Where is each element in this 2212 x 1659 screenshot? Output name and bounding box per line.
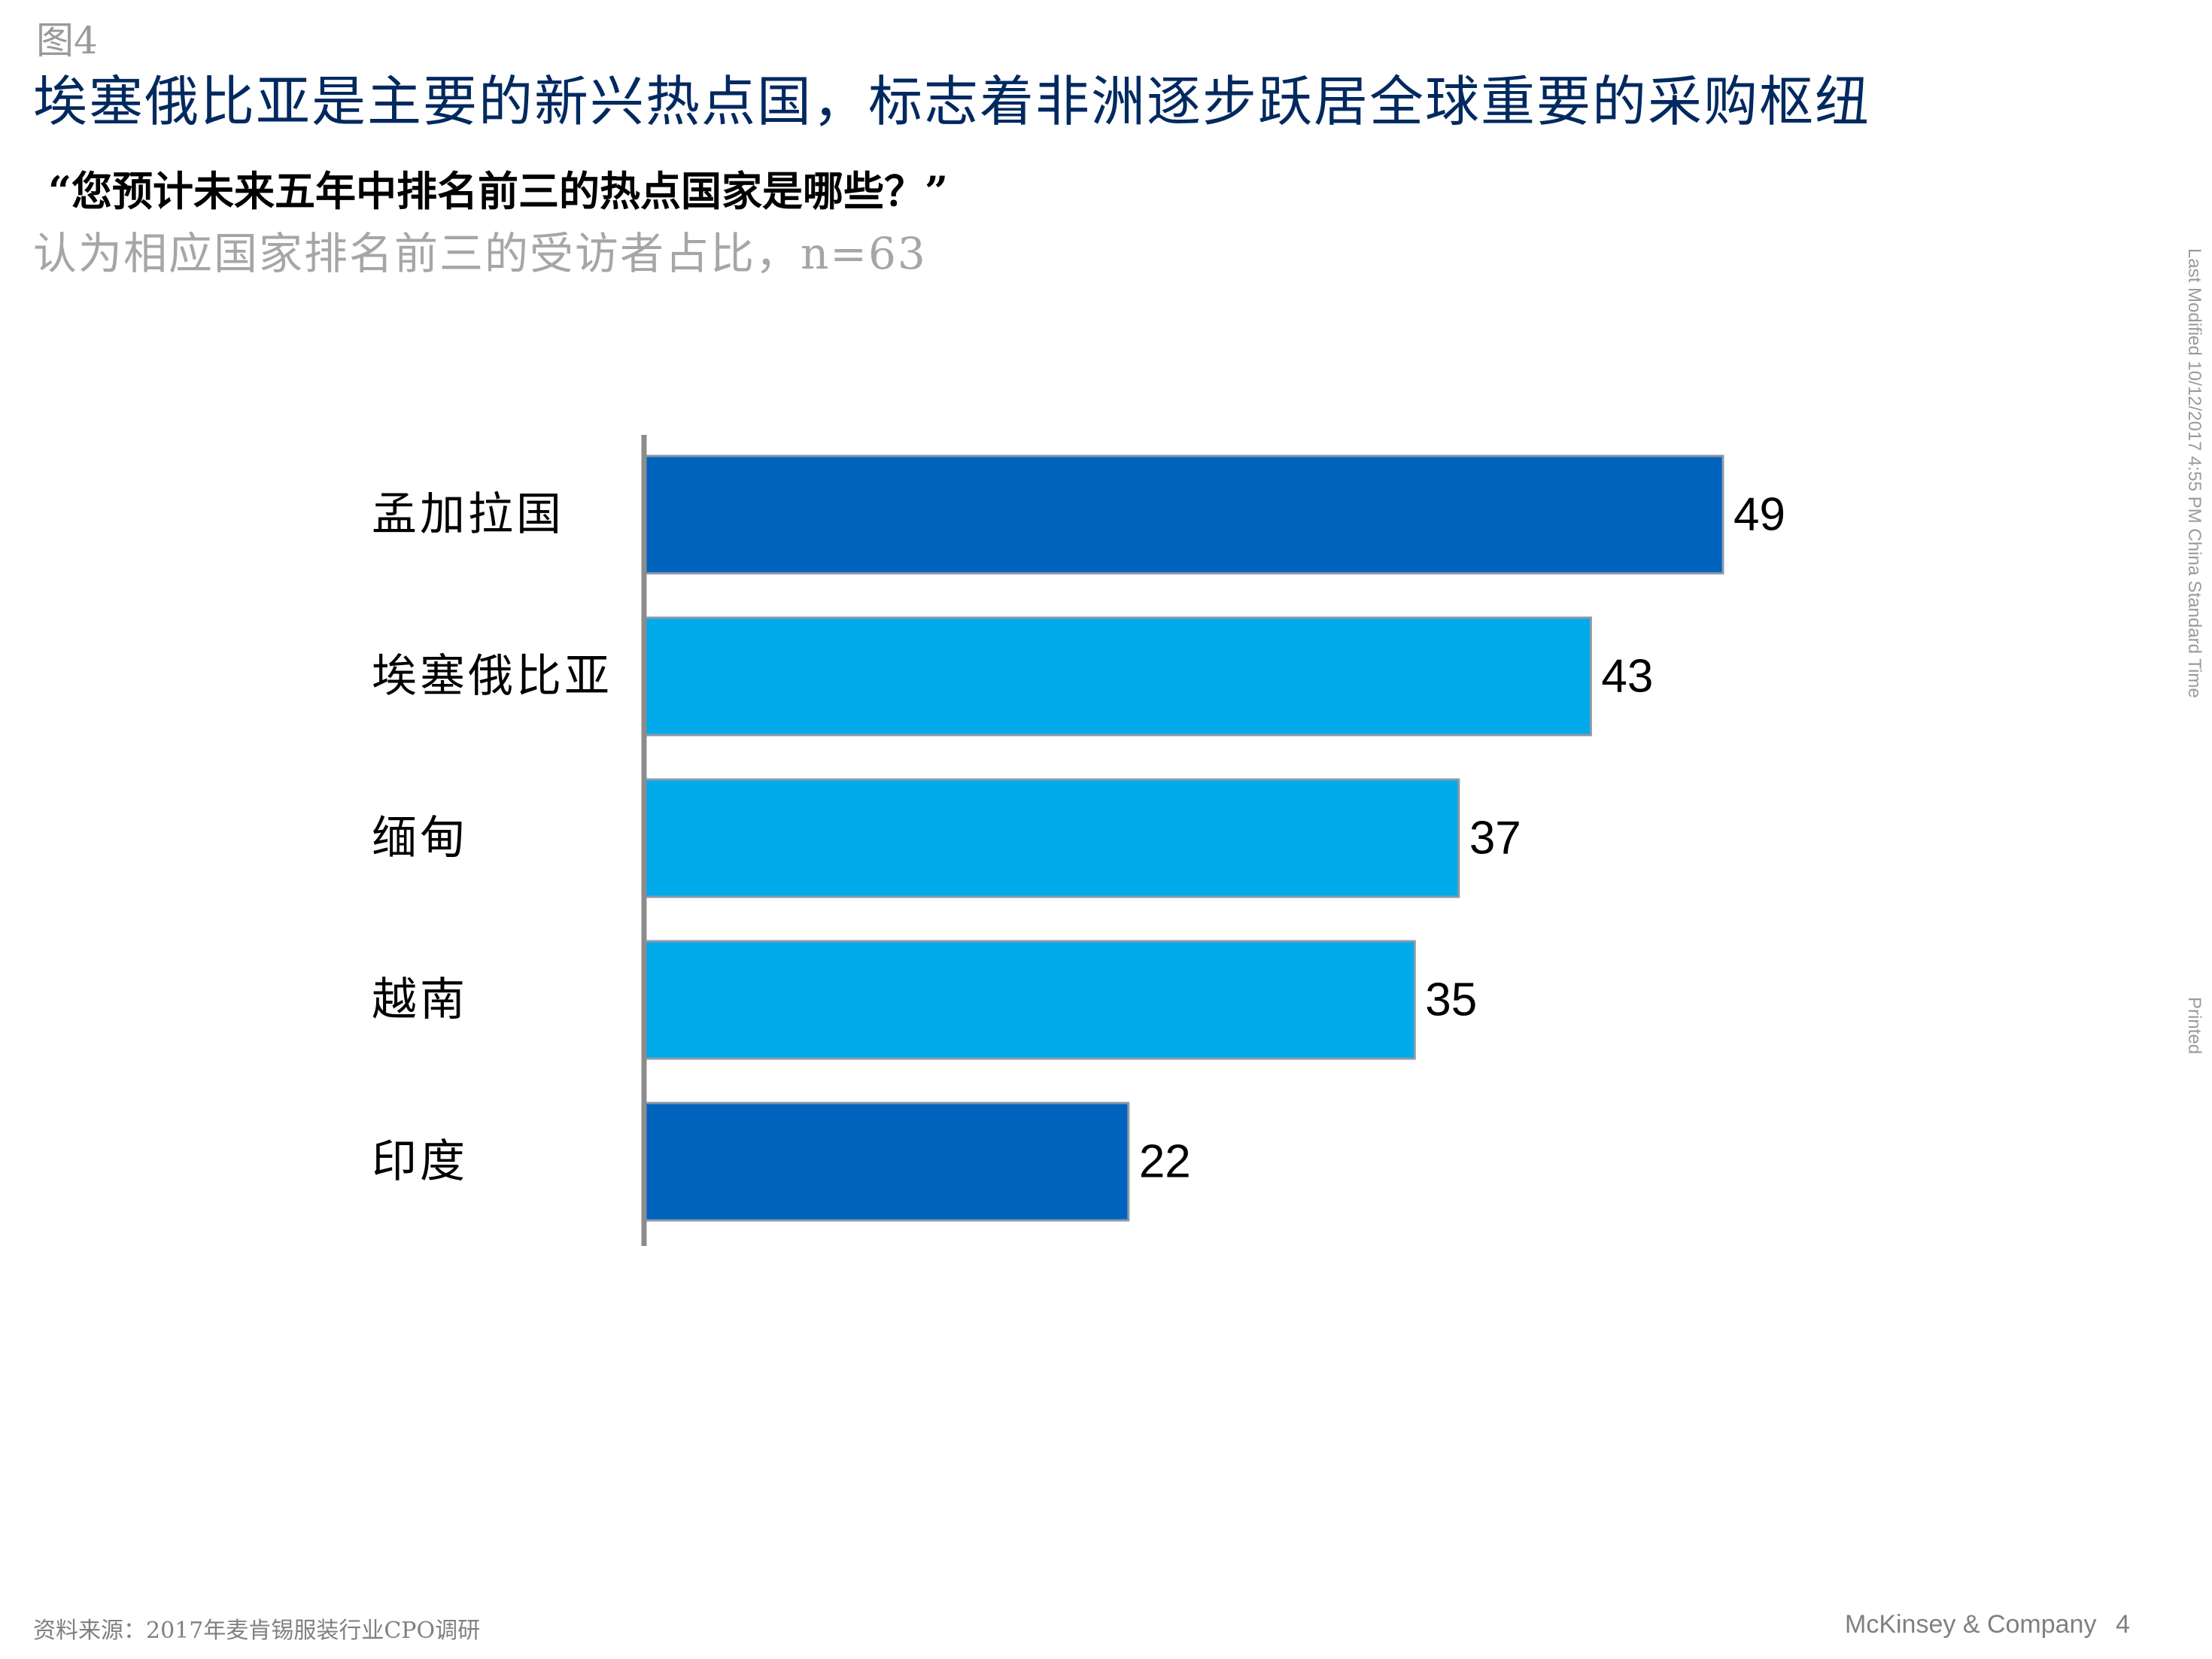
survey-question: “您预计未来五年中排名前三的热点国家是哪些？” [48,167,949,215]
value-label: 43 [1601,651,1653,703]
page-title: 埃塞俄比亚是主要的新兴热点国，标志着非洲逐步跃居全球重要的采购枢纽 [33,70,1871,133]
printed-note: Printed [2184,997,2204,1055]
category-label: 埃塞俄比亚 [372,650,612,703]
category-label: 越南 [372,974,468,1026]
category-label: 印度 [372,1135,468,1188]
category-label: 孟加拉国 [372,488,564,541]
bar-4 [643,940,1416,1060]
last-modified-note: Last Modified 10/12/2017 4:55 PM China S… [2184,248,2204,698]
value-label: 35 [1425,974,1477,1026]
brand-name: McKinsey & Company [1845,1610,2097,1639]
value-label: 37 [1469,813,1521,864]
source-note: 资料来源：2017年麦肯锡服装行业CPO调研 [33,1618,481,1644]
bar-5 [643,1101,1130,1222]
chart-subtitle: 认为相应国家排名前三的受访者占比，n=63 [33,228,927,279]
bar-2 [643,616,1592,737]
category-label: 缅甸 [372,812,468,864]
value-label: 49 [1733,489,1785,541]
value-label: 22 [1139,1136,1191,1188]
bar-3 [643,778,1460,898]
figure-label: 图4 [36,19,98,62]
bar-1 [643,454,1724,575]
page-number: 4 [2116,1610,2130,1639]
